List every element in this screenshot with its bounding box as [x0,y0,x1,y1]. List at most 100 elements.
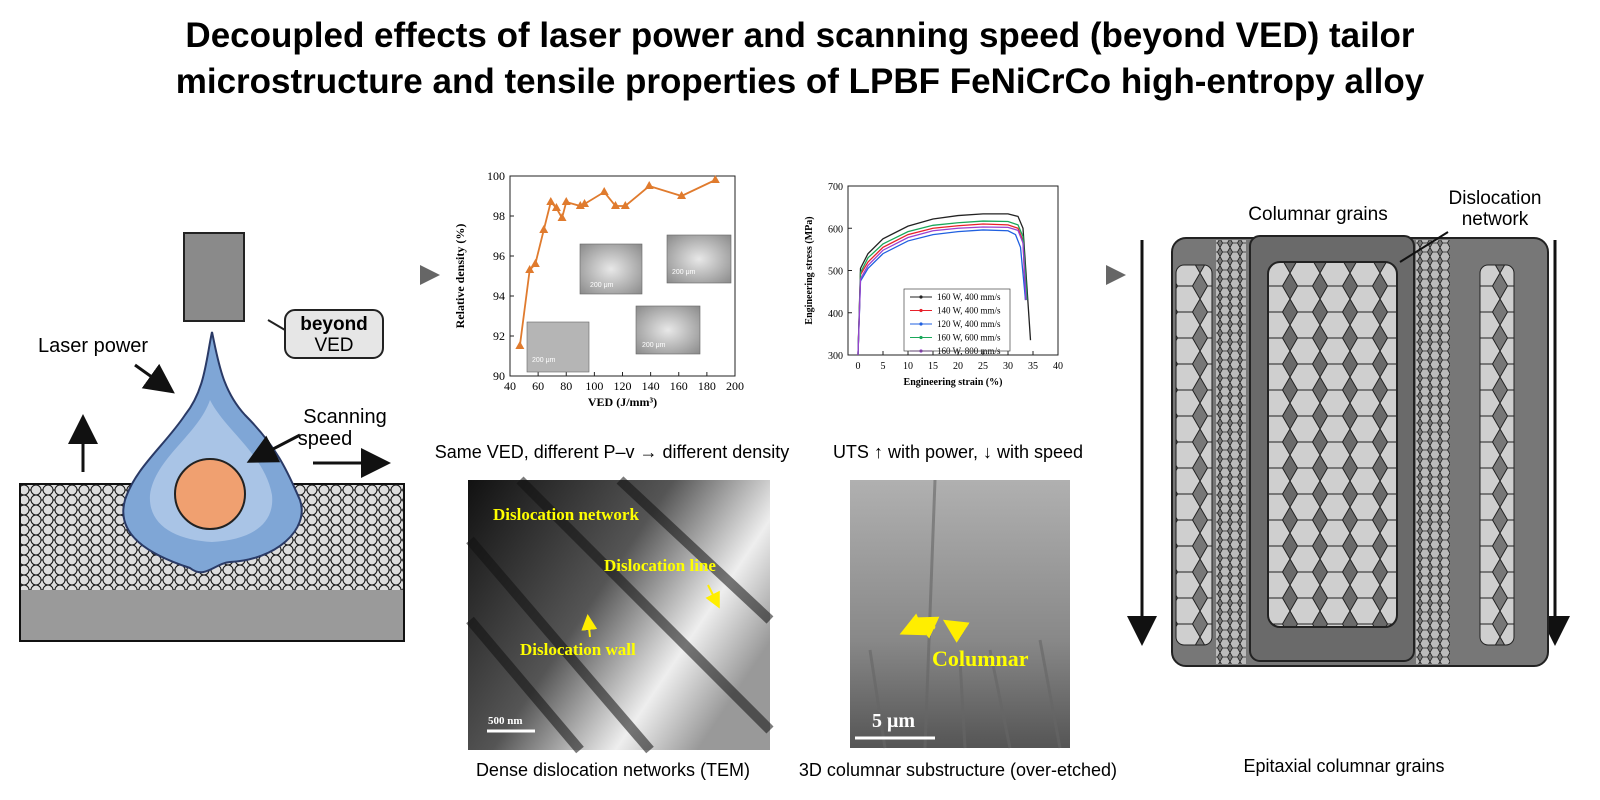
data-point [644,181,654,189]
caption: Dense dislocation networks (TEM) [476,760,750,780]
data-line [857,213,1032,356]
schematic: Laser power Scanning speed beyond VED [19,232,405,642]
grain [1175,264,1213,646]
pointer [942,619,970,643]
molten-particle [174,458,246,530]
x-tick-label: 80 [560,379,572,393]
legend-frame [903,288,1011,352]
label: Laser power [38,335,148,357]
x-tick-label: 100 [585,379,603,393]
annotation: Dislocation wall [520,640,636,659]
x-tick-label: 120 [614,379,632,393]
x-tick-label: 10 [903,361,913,372]
data-point [620,201,630,209]
arrow [246,433,301,463]
data-line [857,223,1027,356]
annotation: Dislocation network [493,505,639,524]
callout [284,309,384,359]
y-tick-label: 92 [493,329,505,343]
dislocation-band [1416,240,1450,664]
label: Scanning [303,406,386,428]
legend-marker [919,322,923,326]
x-tick-label: 140 [642,379,660,393]
x-tick-label: 40 [1053,361,1063,372]
data-point [710,175,720,183]
scale-label: 5 μm [872,710,915,732]
x-tick-label: 0 [856,361,861,372]
x-tick-label: 15 [928,361,938,372]
data-point [515,341,525,349]
x-axis-label: Engineering strain (%) [904,377,1003,388]
inset-micrograph [666,234,732,284]
laser-head [183,232,245,322]
pointer [912,616,940,639]
inset-micrograph [579,243,643,295]
sem-image: Columnar 5 μm [850,479,1070,749]
annotation: Dislocation line [604,556,716,575]
y-tick-label: 500 [828,267,843,278]
x-tick-label: 200 [726,379,744,393]
data-line [857,220,1028,356]
y-axis-label: Engineering stress (MPa) [804,216,815,324]
micrograph [850,480,1070,748]
label: speed [298,428,353,450]
x-tick-label: 25 [978,361,988,372]
x-tick-label: 30 [1003,361,1013,372]
legend-marker [919,335,923,340]
caption: Epitaxial columnar grains [1243,756,1444,776]
x-tick-label: 180 [698,379,716,393]
caption: UTS ↑ with power, ↓ with speed [833,442,1083,462]
title-line: microstructure and tensile properties of… [176,62,1425,101]
data-line [857,229,1027,356]
y-axis-label: Relative density (%) [453,224,467,329]
inset-scale: 200 μm [532,357,556,364]
x-tick-label: 20 [953,361,963,372]
callout-tail [267,319,286,331]
plot-frame [847,185,1059,356]
y-tick-label: 600 [828,224,843,235]
y-tick-label: 700 [828,182,843,193]
dislocation-band [1216,240,1246,664]
x-tick-label: 160 [670,379,688,393]
annotation: Columnar [932,646,1029,671]
callout-text: beyond [300,314,368,335]
inset-micrograph [635,305,701,355]
data-point [551,203,561,211]
caption: 3D columnar substructure (over-etched) [799,760,1117,780]
x-tick-label: 60 [532,379,544,393]
micrograph [468,480,770,750]
legend-label: 140 W, 400 mm/s [937,306,1001,316]
data-point [561,197,571,205]
grain [1267,261,1398,628]
tem-image: Dislocation network Dislocation line Dis… [466,476,774,754]
legend-label: 120 W, 400 mm/s [937,319,1001,329]
legend-label: 160 W, 400 mm/s [937,292,1001,302]
legend-label: 160 W, 600 mm/s [937,333,1001,343]
data-line [857,226,1027,356]
inset-scale: 200 μm [590,282,614,289]
data-point [557,213,567,221]
substrate [21,590,403,640]
y-tick-label: 96 [493,249,505,263]
y-tick-label: 400 [828,309,843,320]
title-line: Decoupled effects of laser power and sca… [185,16,1415,55]
inset-micrograph [526,321,590,373]
data-point [539,225,549,233]
inset-scale: 200 μm [672,269,696,276]
flow-arrow [1106,265,1126,285]
x-tick-label: 35 [1028,361,1038,372]
arrow [134,363,175,394]
x-axis-label: VED (J/mm³) [588,395,657,409]
data-point [525,265,535,273]
y-tick-label: 300 [828,351,843,362]
data-point [530,259,540,267]
caption: Same VED, different P–v → different dens… [435,442,790,462]
pointer [705,584,720,609]
y-tick-label: 90 [493,369,505,383]
y-tick-label: 94 [493,289,505,303]
density-chart: 40 60 80 100 120 140 160 180 200 90 92 94 96 98 100 VED… [453,169,744,409]
leader [1399,231,1449,263]
data-point [610,201,620,209]
